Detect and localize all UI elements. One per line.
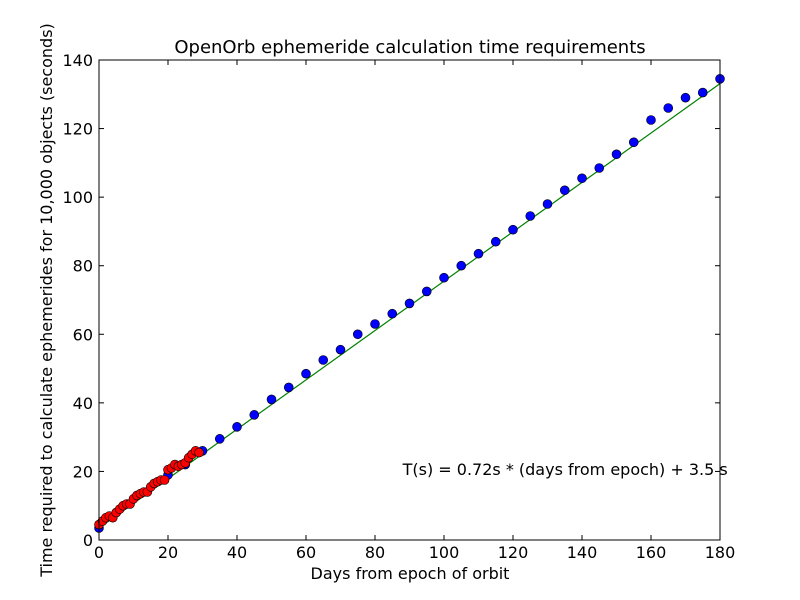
data-point [370, 319, 380, 329]
data-point [628, 137, 639, 148]
data-point [611, 149, 622, 160]
y-tick-label: 120 [62, 120, 93, 139]
data-point [159, 475, 170, 485]
data-point [283, 382, 294, 393]
data-point [508, 224, 518, 235]
y-axis-label: Time required to calculate ephemerides f… [37, 23, 56, 578]
x-tick-label: 0 [94, 543, 104, 562]
x-tick-label: 140 [567, 543, 598, 562]
data-point [232, 422, 242, 432]
data-point [646, 115, 656, 125]
x-tick-label: 40 [227, 543, 247, 562]
data-point [525, 211, 536, 221]
data-point [352, 329, 363, 340]
y-tick-label: 140 [62, 51, 93, 70]
y-tick-label: 60 [73, 325, 93, 344]
data-point [456, 260, 467, 271]
data-point [421, 286, 432, 297]
y-axis: 0 20 40 60 80 100 120 140 [62, 51, 720, 550]
y-tick-label: 40 [73, 394, 93, 413]
x-tick-label: 180 [705, 543, 736, 562]
chart-title: OpenOrb ephemeride calculation time requ… [174, 37, 645, 58]
data-point [663, 103, 674, 113]
data-point [542, 199, 553, 209]
data-point [318, 355, 329, 365]
data-point [335, 344, 346, 355]
x-tick-label: 100 [429, 543, 460, 562]
data-point [490, 236, 501, 247]
data-point [214, 434, 225, 444]
x-tick-label: 20 [158, 543, 178, 562]
x-tick-label: 80 [365, 543, 385, 562]
x-tick-label: 60 [296, 543, 316, 562]
data-point [577, 173, 587, 184]
data-point [387, 308, 398, 319]
x-axis: 0 20 40 60 80 100 120 140 160 180 [94, 60, 735, 562]
data-point [439, 272, 449, 283]
data-point [697, 87, 708, 98]
data-point [266, 394, 277, 405]
data-point [404, 298, 415, 309]
data-point [594, 163, 605, 173]
x-tick-label: 160 [636, 543, 667, 562]
y-tick-label: 100 [62, 188, 93, 207]
data-point [301, 368, 311, 379]
x-axis-label: Days from epoch of orbit [311, 564, 510, 583]
x-tick-label: 120 [498, 543, 529, 562]
fit-equation-annotation: T(s) = 0.72s * (days from epoch) + 3.5 s [402, 460, 728, 479]
data-point [680, 92, 691, 103]
y-tick-label: 20 [73, 462, 93, 481]
data-point [194, 447, 204, 458]
y-tick-label: 0 [83, 531, 93, 550]
data-point [249, 410, 260, 420]
plot-frame [98, 59, 721, 541]
y-tick-label: 80 [73, 257, 93, 276]
data-point [559, 185, 570, 196]
data-point [473, 248, 484, 259]
